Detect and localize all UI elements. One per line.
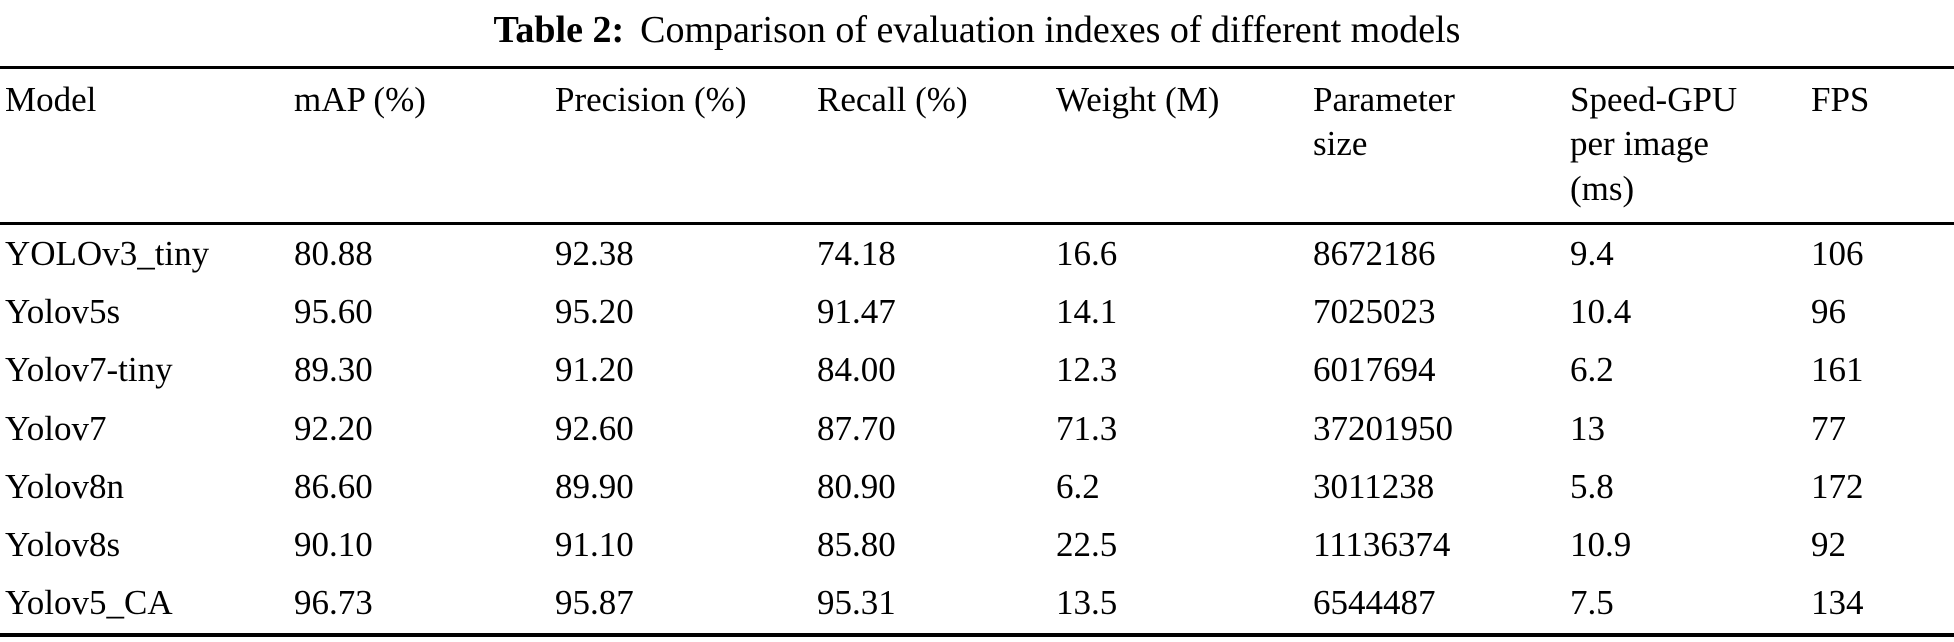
table-cell: 86.60 <box>294 466 373 506</box>
table-cell: 7.5 <box>1570 583 1614 623</box>
column-header-2: Precision (%) <box>555 67 817 225</box>
table-row: Yolov7-tiny 89.30 91.20 84.00 12.3 6017694 6.2… <box>0 341 1954 399</box>
table-cell: 16.6 <box>1056 233 1118 273</box>
table-cell: 22.5 <box>1056 525 1118 565</box>
table-cell: 96.73 <box>294 583 373 623</box>
table-cell: 91.10 <box>555 525 634 565</box>
table-cell: 89.30 <box>294 350 373 390</box>
table-cell: 134 <box>1811 583 1864 623</box>
table-cell: 96 <box>1811 292 1846 332</box>
model-name-cell: Yolov5s <box>5 292 121 332</box>
table-cell: 9.4 <box>1570 233 1614 273</box>
table-caption-label: Table 2: <box>493 9 625 51</box>
table-cell: 172 <box>1811 466 1864 506</box>
table-cell: 10.9 <box>1570 525 1632 565</box>
table-cell: 161 <box>1811 350 1864 390</box>
model-name-cell: Yolov7 <box>5 408 107 448</box>
table-cell: 92.60 <box>555 408 634 448</box>
table-cell: 6544487 <box>1313 583 1436 623</box>
table-cell: 80.88 <box>294 233 373 273</box>
column-header-1: mAP (%) <box>294 67 555 225</box>
table-cell: 95.87 <box>555 583 634 623</box>
model-name-cell: Yolov8n <box>5 466 124 506</box>
table-caption-text: Comparison of evaluation indexes of diff… <box>640 9 1461 51</box>
table-cell: 12.3 <box>1056 350 1118 390</box>
table-cell: 95.20 <box>555 292 634 332</box>
table-cell: 74.18 <box>817 233 896 273</box>
table-cell: 92.20 <box>294 408 373 448</box>
table-cell: 87.70 <box>817 408 896 448</box>
table-header-row: Model mAP (%) Precision (%) Recall (%) Weigh… <box>0 67 1954 225</box>
table-cell: 6017694 <box>1313 350 1436 390</box>
table-cell: 106 <box>1811 233 1864 273</box>
table-cell: 13.5 <box>1056 583 1118 623</box>
table-cell: 3011238 <box>1313 466 1435 506</box>
table-cell: 84.00 <box>817 350 896 390</box>
table-cell: 91.47 <box>817 292 896 332</box>
table-row: Yolov8s 90.10 91.10 85.80 22.5 11136374 10.9 92 <box>0 516 1954 574</box>
table-caption: Table 2: Comparison of evaluation indexes… <box>0 0 1954 54</box>
table-row: Yolov8n 86.60 89.90 80.90 6.2 3011238 5.8 172 <box>0 458 1954 516</box>
model-name-cell: Yolov8s <box>5 525 121 565</box>
table-cell: 77 <box>1811 408 1846 448</box>
column-header-3: Recall (%) <box>817 67 1056 225</box>
table-cell: 92 <box>1811 525 1846 565</box>
table-cell: 89.90 <box>555 466 634 506</box>
table-cell: 90.10 <box>294 525 373 565</box>
model-name-cell: Yolov7-tiny <box>5 350 173 390</box>
table-cell: 71.3 <box>1056 408 1118 448</box>
table-cell: 95.60 <box>294 292 373 332</box>
column-header-5: Parameter size <box>1313 67 1570 225</box>
table-row: Yolov5_CA 96.73 95.87 95.31 13.5 6544487 7.5 13… <box>0 574 1954 634</box>
column-header-6: Speed-GPU per image (ms) <box>1570 67 1811 225</box>
table-cell: 91.20 <box>555 350 634 390</box>
table-cell: 7025023 <box>1313 292 1436 332</box>
column-header-7: FPS <box>1811 67 1954 225</box>
table-cell: 85.80 <box>817 525 896 565</box>
table-row: Yolov7 92.20 92.60 87.70 71.3 37201950 13 77 <box>0 400 1954 458</box>
table-cell: 8672186 <box>1313 233 1436 273</box>
model-name-cell: YOLOv3_tiny <box>5 233 210 273</box>
table-row: Yolov5s 95.60 95.20 91.47 14.1 7025023 10.4 96 <box>0 283 1954 341</box>
table-cell: 95.31 <box>817 583 896 623</box>
evaluation-table: Model mAP (%) Precision (%) Recall (%) Weigh… <box>0 65 1954 637</box>
table-cell: 13 <box>1570 408 1605 448</box>
table-cell: 10.4 <box>1570 292 1632 332</box>
column-header-4: Weight (M) <box>1056 67 1313 225</box>
table-cell: 6.2 <box>1056 466 1100 506</box>
table-cell: 14.1 <box>1056 292 1118 332</box>
table-cell: 80.90 <box>817 466 896 506</box>
table-row: YOLOv3_tiny 80.88 92.38 74.18 16.6 8672186 9.4… <box>0 223 1954 283</box>
table-cell: 5.8 <box>1570 466 1614 506</box>
table-cell: 11136374 <box>1313 525 1451 565</box>
column-header-0: Model <box>0 67 294 225</box>
table-cell: 6.2 <box>1570 350 1614 390</box>
table-cell: 92.38 <box>555 233 634 273</box>
model-name-cell: Yolov5_CA <box>5 583 173 623</box>
table-cell: 37201950 <box>1313 408 1453 448</box>
